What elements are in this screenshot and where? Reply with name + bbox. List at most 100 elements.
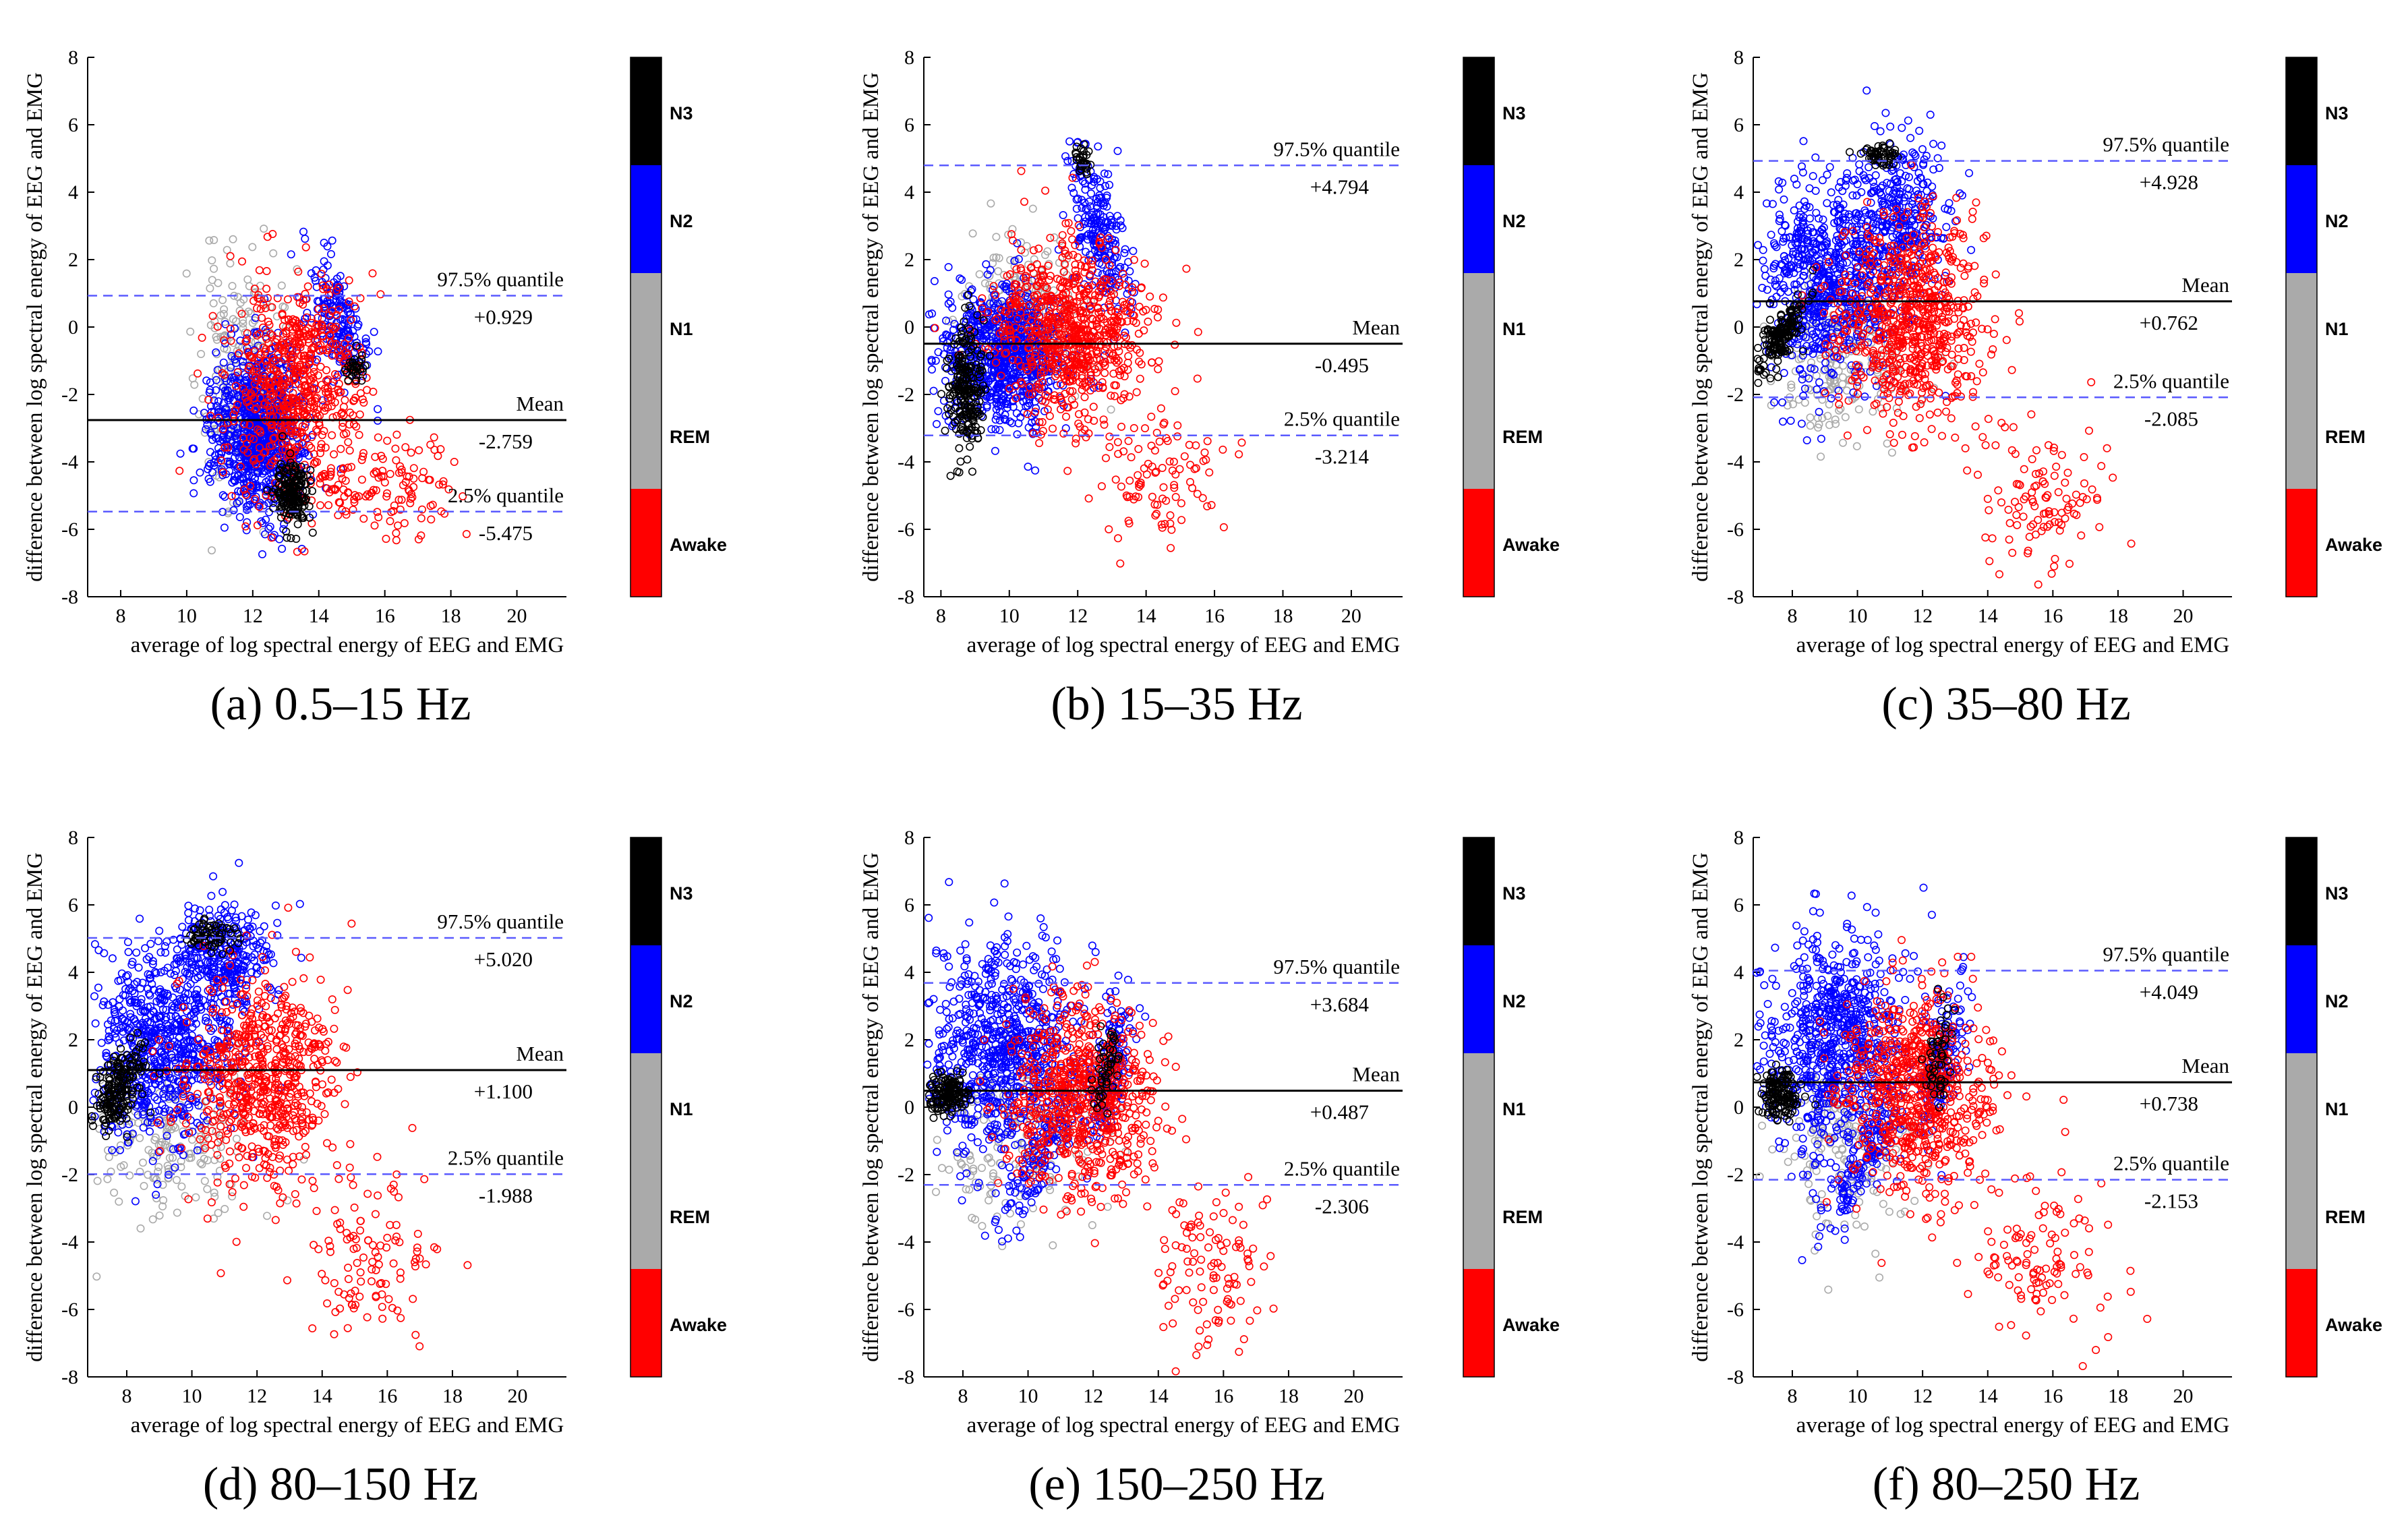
scatter-point-n1 bbox=[1852, 442, 1861, 450]
scatter-point-n3 bbox=[269, 504, 278, 512]
y-tick-label: 2 bbox=[904, 249, 914, 271]
x-tick-label: 12 bbox=[243, 605, 263, 627]
scatter-point-awake bbox=[369, 387, 378, 396]
x-axis-label: average of log spectral energy of EEG an… bbox=[1796, 633, 2230, 657]
scatter-point-n2 bbox=[202, 376, 211, 385]
scatter-point-awake bbox=[262, 266, 271, 275]
scatter-point-awake bbox=[1154, 365, 1163, 374]
upper-quantile-value: +4.794 bbox=[1310, 175, 1370, 198]
scatter-point-awake bbox=[1115, 347, 1123, 355]
x-tick-label: 8 bbox=[936, 605, 946, 627]
scatter-point-n2 bbox=[258, 550, 266, 558]
scatter-point-awake bbox=[407, 448, 415, 457]
colorbar-segment-rem bbox=[630, 381, 662, 490]
scatter-point-n2 bbox=[219, 358, 228, 367]
scatter-point-awake bbox=[1132, 388, 1141, 396]
scatter-point-awake bbox=[392, 430, 401, 439]
scatter-point-awake bbox=[262, 285, 271, 293]
scatter-point-awake bbox=[1207, 500, 1216, 509]
scatter-point-n1 bbox=[980, 279, 989, 288]
scatter-point-awake bbox=[1125, 476, 1134, 485]
scatter-point-n2 bbox=[307, 475, 316, 484]
y-axis-label: difference between log spectral energy o… bbox=[1688, 72, 1713, 582]
scatter-point-awake bbox=[1154, 357, 1163, 365]
mean-label: Mean bbox=[516, 392, 564, 415]
scatter-point-awake bbox=[462, 529, 471, 538]
scatter-point-n1 bbox=[1883, 439, 1891, 448]
colorbar-label: N3 bbox=[1502, 103, 1526, 123]
scatter-point-awake bbox=[351, 491, 359, 500]
scatter-point-awake bbox=[1205, 468, 1214, 477]
scatter-point-n2 bbox=[189, 489, 198, 498]
scatter-points bbox=[1753, 86, 2136, 589]
scatter-point-n1 bbox=[228, 282, 237, 291]
scatter-point-n1 bbox=[210, 235, 218, 244]
x-tick-label: 10 bbox=[177, 605, 197, 627]
scatter-point-n3 bbox=[968, 467, 977, 476]
scatter-point-awake bbox=[392, 536, 401, 545]
scatter-point-n1 bbox=[1800, 398, 1809, 407]
scatter-point-awake bbox=[1100, 420, 1109, 429]
scatter-point-n2 bbox=[176, 449, 185, 458]
scatter-point-n2 bbox=[995, 425, 1004, 434]
scatter-point-n2 bbox=[929, 386, 938, 395]
y-tick-label: 2 bbox=[1734, 249, 1744, 271]
x-tick-label: 20 bbox=[1341, 605, 1361, 627]
scatter-point-awake bbox=[386, 516, 394, 525]
colorbar-label: REM bbox=[670, 427, 710, 447]
scatter-point-awake bbox=[1124, 436, 1133, 445]
scatter-point-awake bbox=[332, 411, 341, 420]
mean-label: Mean bbox=[1352, 316, 1400, 339]
scatter-point-awake bbox=[415, 446, 423, 454]
scatter-point-awake bbox=[359, 514, 368, 523]
y-tick-label: -6 bbox=[898, 519, 914, 541]
scatter-point-awake bbox=[1049, 424, 1057, 433]
scatter-point-n1 bbox=[226, 259, 235, 268]
scatter-point-awake bbox=[1167, 525, 1176, 534]
scatter-point-awake bbox=[434, 452, 442, 461]
scatter-point-awake bbox=[1203, 437, 1212, 446]
scatter-point-n1 bbox=[1791, 367, 1800, 376]
scatter-point-awake bbox=[1185, 440, 1194, 449]
scatter-point-n2 bbox=[328, 236, 336, 245]
y-tick-label: 8 bbox=[904, 47, 914, 69]
colorbar-segment-n2 bbox=[630, 165, 662, 274]
scatter-point-awake bbox=[1105, 525, 1113, 533]
scatter-point-awake bbox=[1158, 293, 1167, 302]
scatter-point-n2 bbox=[991, 446, 999, 455]
scatter-point-awake bbox=[1194, 328, 1202, 336]
scatter-point-n1 bbox=[186, 327, 195, 336]
scatter-point-n3 bbox=[937, 390, 946, 398]
scatter-point-awake bbox=[1120, 372, 1129, 381]
scatter-point-awake bbox=[382, 535, 390, 543]
scatter-point-awake bbox=[1124, 352, 1133, 361]
scatter-point-n3 bbox=[955, 444, 964, 452]
scatter-point-awake bbox=[1046, 233, 1055, 242]
scatter-point-n1 bbox=[987, 199, 995, 208]
y-tick-label: -2 bbox=[1727, 384, 1744, 406]
scatter-point-n1 bbox=[1841, 413, 1850, 421]
scatter-point-n2 bbox=[278, 544, 287, 553]
scatter-point-awake bbox=[1062, 412, 1071, 421]
x-tick-label: 12 bbox=[1067, 605, 1088, 627]
y-tick-label: -4 bbox=[61, 451, 78, 473]
scatter-point-awake bbox=[1146, 292, 1154, 301]
scatter-point-awake bbox=[1177, 499, 1185, 508]
scatter-point-n1 bbox=[985, 280, 994, 289]
scatter-point-n2 bbox=[253, 328, 262, 336]
scatter-point-awake bbox=[336, 444, 345, 453]
scatter-point-n1 bbox=[1834, 367, 1843, 376]
scatter-point-awake bbox=[1105, 432, 1114, 441]
scatter-point-n1 bbox=[1806, 421, 1815, 430]
scatter-point-awake bbox=[419, 467, 428, 476]
scatter-point-n1 bbox=[992, 233, 1001, 241]
scatter-point-n1 bbox=[210, 264, 218, 273]
scatter-point-awake bbox=[1058, 231, 1067, 239]
scatter-point-n2 bbox=[243, 518, 252, 527]
scatter-point-awake bbox=[1045, 276, 1053, 285]
scatter-point-n2 bbox=[944, 263, 953, 272]
scatter-point-awake bbox=[1182, 264, 1191, 273]
